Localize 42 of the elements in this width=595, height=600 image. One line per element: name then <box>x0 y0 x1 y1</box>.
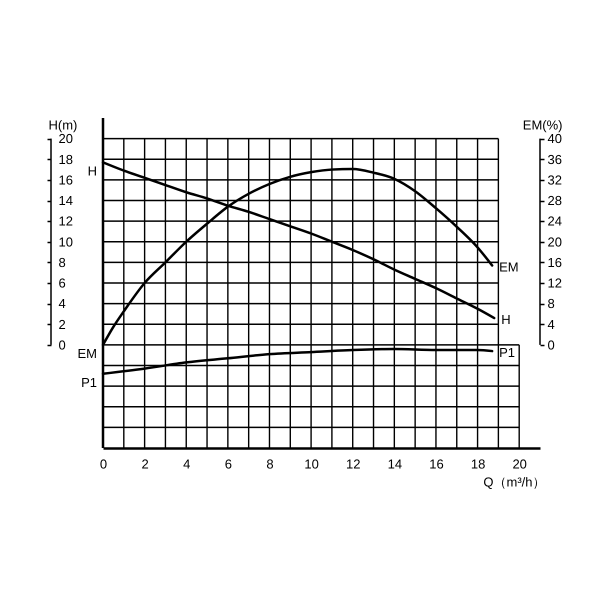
y-tick-label: 14 <box>58 193 73 208</box>
x-tick-label: 16 <box>429 456 444 472</box>
x-tick-label: 18 <box>470 456 486 472</box>
y-tick-label: 6 <box>58 276 66 290</box>
x-tick-label: 10 <box>304 456 319 472</box>
y2-tick-label: 4 <box>548 316 555 332</box>
y2-axis-title: EM(%) <box>522 118 562 132</box>
y2-tick-label: 8 <box>548 296 555 312</box>
legend-label: EM <box>78 346 97 361</box>
x-tick-label: 8 <box>266 456 274 472</box>
y2-tick-label: 16 <box>548 254 562 270</box>
x-tick-label: 2 <box>142 456 149 472</box>
x-tick-label: 20 <box>512 456 527 472</box>
text: P1 <box>499 345 516 360</box>
y-tick-label: 0 <box>58 337 66 352</box>
y-tick-label: 12 <box>58 214 73 229</box>
x-tick-label: 6 <box>224 456 232 472</box>
x-tick-label: 14 <box>388 456 402 472</box>
series-label: H <box>88 163 97 178</box>
y2-tick-label: 32 <box>548 172 562 188</box>
y2-tick-label: 24 <box>548 214 562 229</box>
x-tick-label: 12 <box>346 456 360 472</box>
x-tick-label: 0 <box>100 456 108 472</box>
series-label: P1 <box>81 374 97 390</box>
x-tick-label: 4 <box>183 456 190 472</box>
y2-tick-label: 28 <box>548 193 562 208</box>
text: H <box>501 312 511 328</box>
y-tick-label: 4 <box>58 296 66 312</box>
y-tick-label: 8 <box>58 254 66 270</box>
y2-tick-label: 20 <box>548 234 562 250</box>
y-tick-label: 20 <box>58 131 73 146</box>
y2-tick-label: 0 <box>548 337 555 352</box>
y-tick-label: 16 <box>58 172 73 188</box>
y-tick-label: 10 <box>58 234 73 250</box>
y2-tick-label: 12 <box>548 276 562 290</box>
y2-tick-label: 36 <box>548 152 562 167</box>
y-tick-label: 2 <box>58 316 66 332</box>
y-axis-title: H(m) <box>48 118 78 132</box>
text: EM <box>499 259 519 274</box>
x-axis-title: Q（m³/h） <box>483 474 546 490</box>
y2-tick-label: 40 <box>548 131 562 146</box>
y-tick-label: 18 <box>58 152 73 167</box>
